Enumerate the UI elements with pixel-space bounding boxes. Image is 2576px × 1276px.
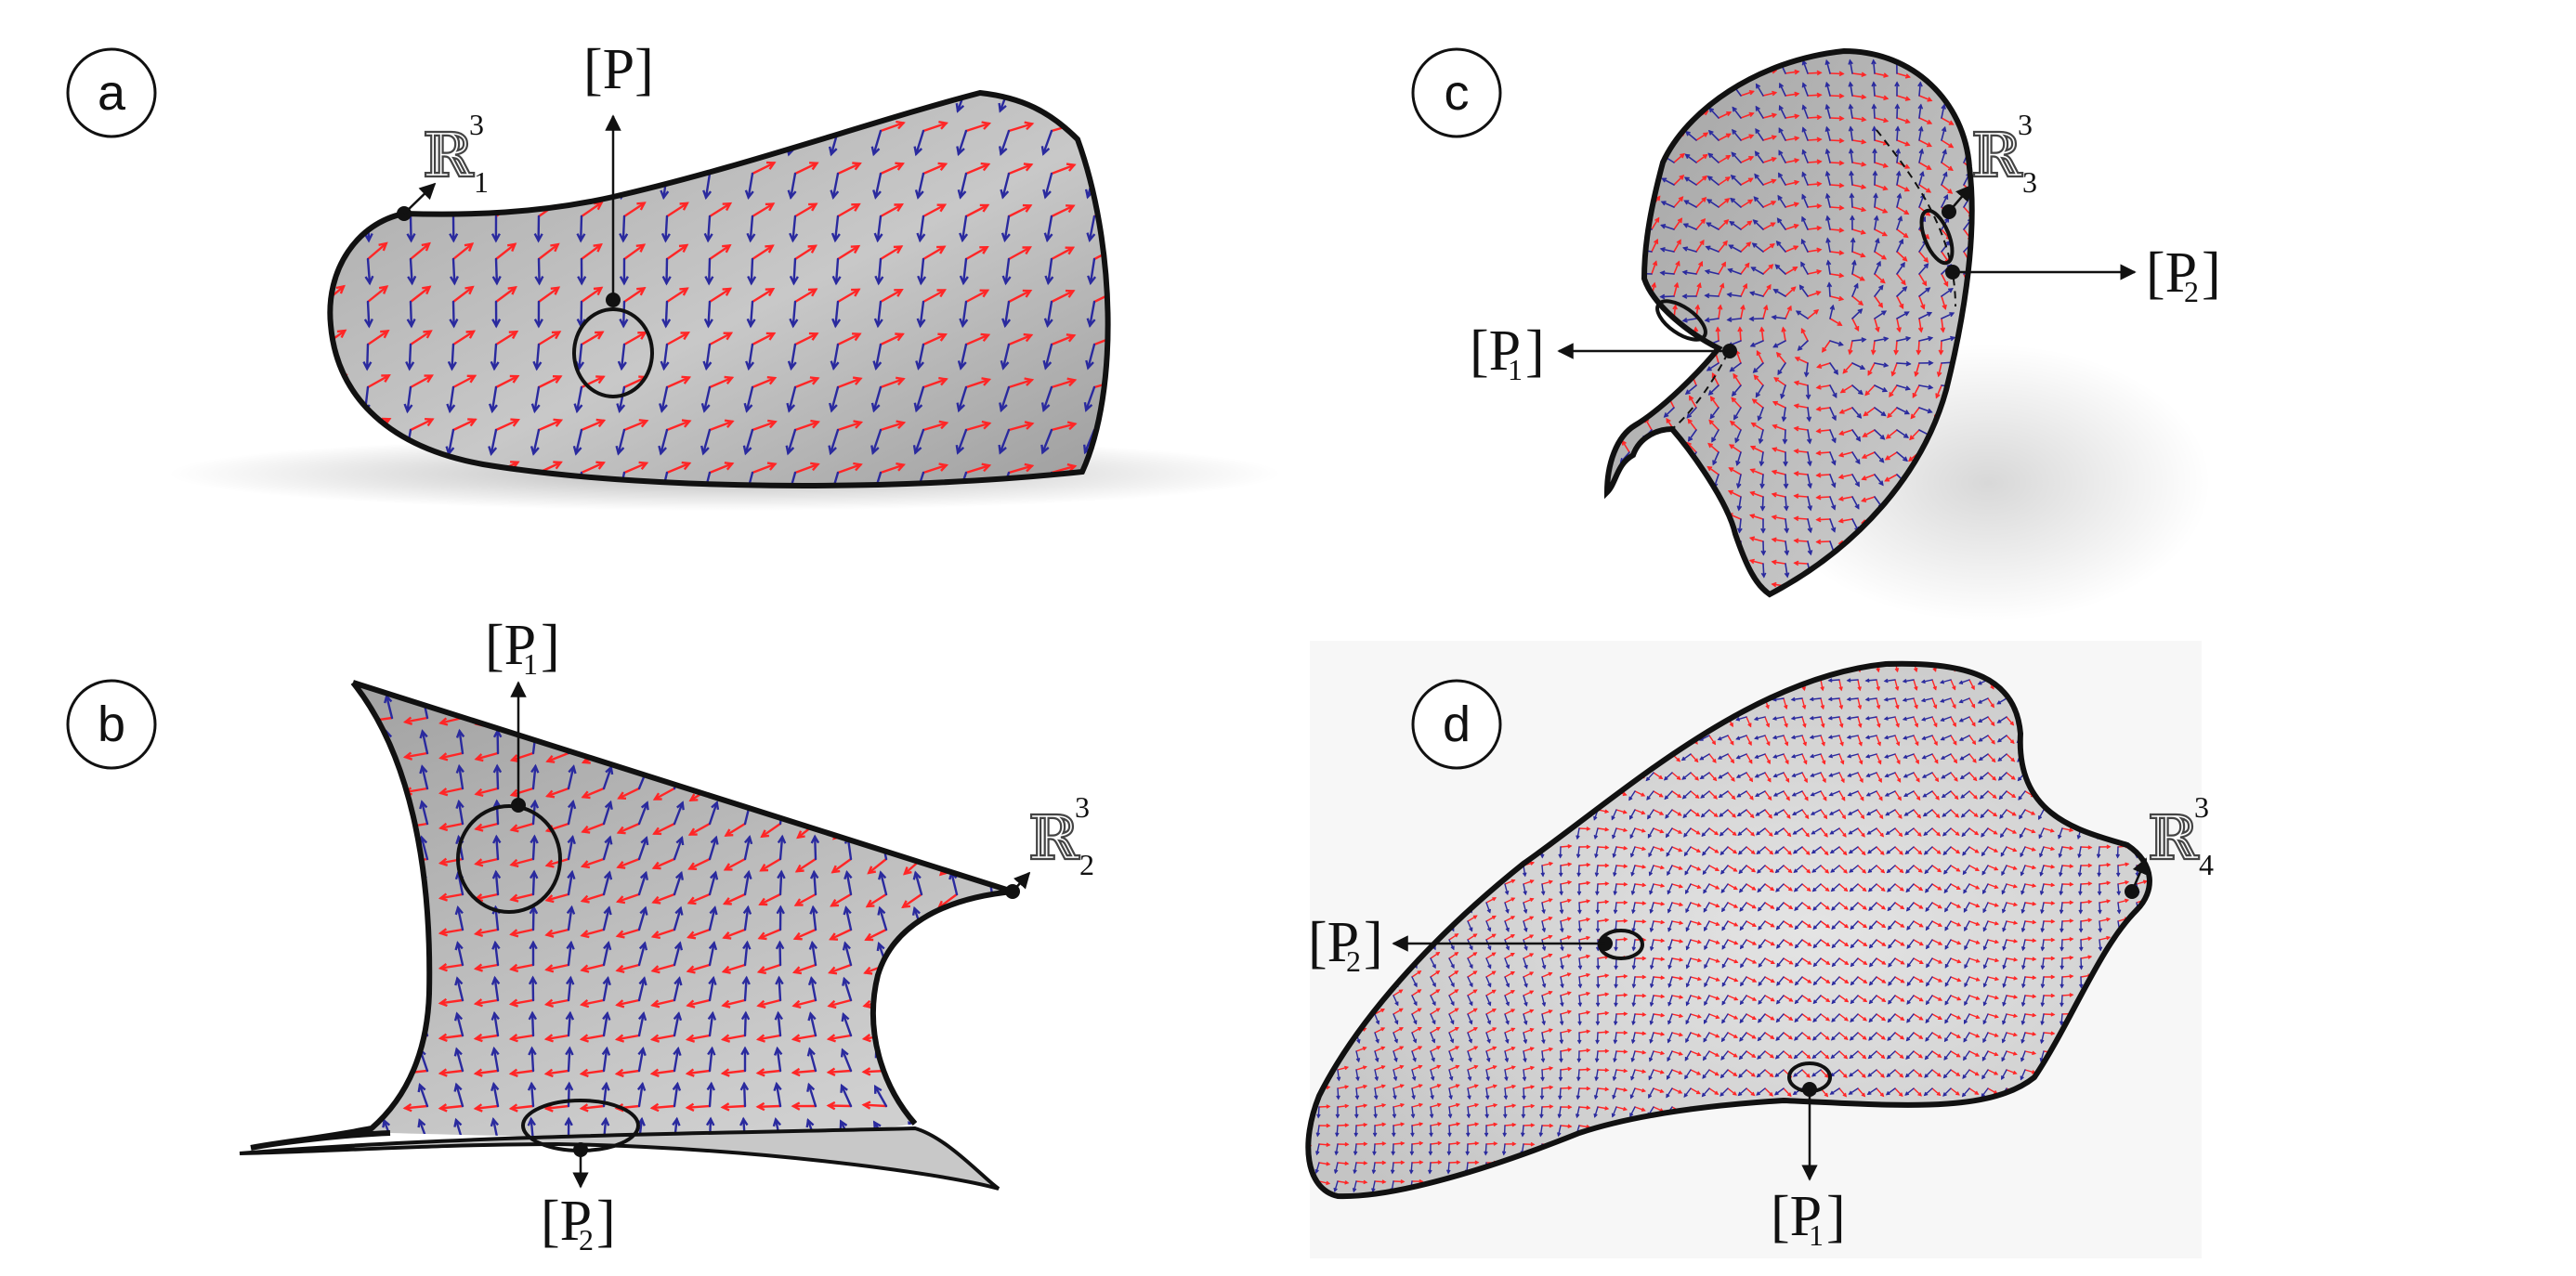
panel-b-point-p1-label: [P 1 ] xyxy=(485,614,560,681)
panel-a-space-label: ℝ 3 1 xyxy=(422,108,489,199)
panel-c-point-p2-close: ] xyxy=(2202,241,2221,305)
panel-letter-b-text: b xyxy=(98,697,125,752)
panel-c-hidden-edge xyxy=(1876,129,1956,307)
panel-c-point-p2-sub: 2 xyxy=(2184,275,2199,308)
panel-b-point-p2-sub: 2 xyxy=(579,1223,594,1256)
panel-letter-a-text: a xyxy=(98,65,126,121)
panel-d-point-p2-text: [P xyxy=(1308,911,1359,974)
panel-c-outline xyxy=(1603,47,1975,598)
panel-c-hidden-edge-2 xyxy=(1671,352,1729,430)
panel-b-space-sup: 3 xyxy=(1075,790,1090,824)
panel-b-point-p2-text: [P xyxy=(541,1190,592,1253)
panel-d-space-sup: 3 xyxy=(2194,790,2209,824)
panel-b xyxy=(239,680,1031,1191)
panel-d-space-sub: 4 xyxy=(2199,848,2214,881)
panel-letter-c: c xyxy=(1411,47,1502,138)
panel-c-point-p2-label: [P 2 ] xyxy=(2146,241,2221,308)
panel-b-point-p1-circle xyxy=(456,804,562,914)
panel-b-space-base: ℝ xyxy=(1028,802,1080,874)
panel-d-point-p1-sub: 1 xyxy=(1809,1218,1824,1252)
panel-b-space-label: ℝ 3 2 xyxy=(1027,790,1094,881)
panel-d-point-p2-sub: 2 xyxy=(1346,944,1361,978)
panel-letter-b: b xyxy=(66,679,157,770)
panel-d-point-p1-text: [P xyxy=(1771,1185,1822,1248)
panel-c-point-p1-circle xyxy=(1655,299,1707,342)
panel-a-space-base: ℝ xyxy=(423,120,475,191)
panel-d-surface xyxy=(1308,663,2150,1197)
panel-b-space-arrow xyxy=(1012,871,1031,892)
panel-d-space-label: ℝ 3 4 xyxy=(2147,790,2214,881)
panel-letter-c-text: c xyxy=(1445,65,1470,121)
panel-a-space-sup: 3 xyxy=(469,108,484,141)
panel-c-space-arrow xyxy=(1948,184,1973,213)
panel-b-point-p1-sub: 1 xyxy=(523,647,538,681)
panel-c-space-sub: 3 xyxy=(2022,165,2037,199)
panel-c-space-sup: 3 xyxy=(2018,108,2033,141)
panel-d-space-arrow xyxy=(2130,857,2148,892)
panel-d-outline xyxy=(1305,660,2152,1200)
panel-a-space-arrow xyxy=(403,182,437,215)
panel-a-surface xyxy=(330,93,1108,486)
panel-letter-d-text: d xyxy=(1443,697,1471,752)
panel-c xyxy=(1557,47,2211,622)
panel-b-bottom-edge xyxy=(239,1126,1000,1191)
panel-c-point-p2-text: [P xyxy=(2146,241,2197,305)
panel-d-space-base: ℝ xyxy=(2148,802,2200,874)
panel-c-point-p1-label: [P 1 ] xyxy=(1470,319,1545,386)
panel-d-point-p1-close: ] xyxy=(1826,1185,1846,1248)
panel-c-space-label: ℝ 3 3 xyxy=(1970,108,2037,199)
panel-a-outline xyxy=(327,89,1111,488)
panel-a-point-p-circle xyxy=(572,307,654,398)
panel-a-point-p-label: [P] xyxy=(583,38,654,101)
panel-d-point-p2-label: [P 2 ] xyxy=(1308,911,1383,978)
panel-b-point-p1-close: ] xyxy=(541,614,560,677)
panel-c-point-p1-sub: 1 xyxy=(1508,353,1523,386)
panel-c-point-p1-close: ] xyxy=(1525,319,1545,383)
panel-b-point-p2-close: ] xyxy=(596,1190,616,1253)
panel-d-point-p2-close: ] xyxy=(1364,911,1383,974)
panel-letter-a: a xyxy=(66,47,157,138)
panel-d-point-p1-label: [P 1 ] xyxy=(1771,1185,1846,1252)
panel-c-space-base: ℝ xyxy=(1971,120,2023,191)
panel-b-point-p2-label: [P 2 ] xyxy=(541,1190,616,1256)
panel-c-point-p1-text: [P xyxy=(1470,319,1521,383)
panel-b-point-p1-text: [P xyxy=(485,614,536,677)
panel-a xyxy=(167,89,1282,511)
panel-b-space-sub: 2 xyxy=(1079,848,1094,881)
panel-a-space-sub: 1 xyxy=(474,165,489,199)
panel-d xyxy=(1305,641,2202,1258)
panel-b-surface xyxy=(251,683,1013,1148)
panel-b-outline xyxy=(250,680,1013,1151)
panel-c-point-p2-circle xyxy=(1919,208,1955,266)
panel-letter-d: d xyxy=(1411,679,1502,770)
